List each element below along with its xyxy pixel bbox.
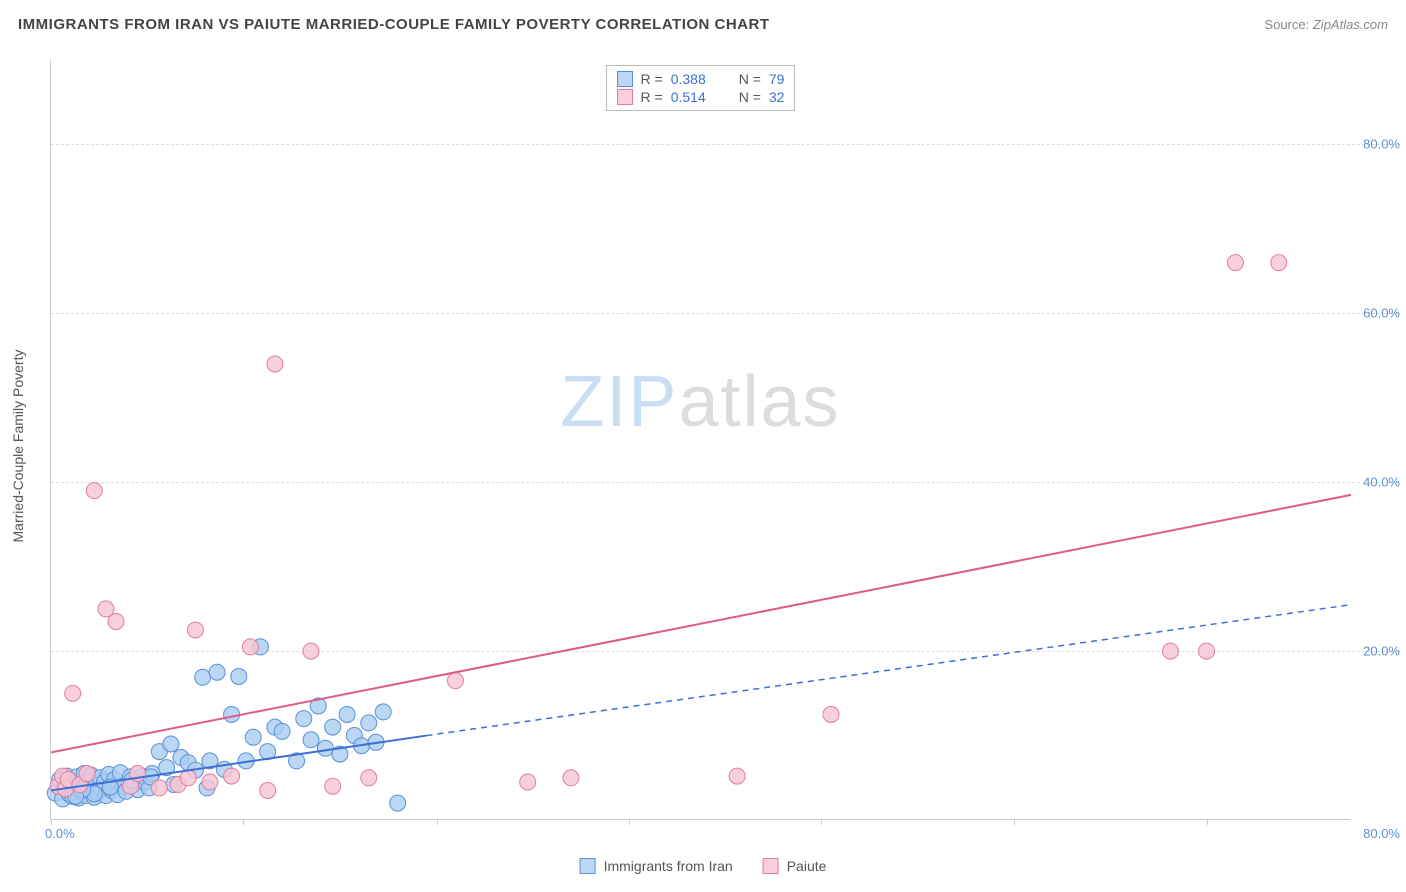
source-value: ZipAtlas.com bbox=[1313, 17, 1388, 32]
scatter-point bbox=[1227, 255, 1243, 271]
n-label: N = bbox=[739, 71, 761, 87]
scatter-point bbox=[361, 715, 377, 731]
scatter-point bbox=[339, 706, 355, 722]
series-label-paiute: Paiute bbox=[787, 858, 827, 874]
x-tick bbox=[437, 819, 438, 825]
y-axis-label: Married-Couple Family Poverty bbox=[10, 350, 26, 543]
scatter-point bbox=[361, 770, 377, 786]
x-tick bbox=[243, 819, 244, 825]
scatter-point bbox=[274, 723, 290, 739]
y-tick-label: 60.0% bbox=[1363, 306, 1400, 321]
chart-title: IMMIGRANTS FROM IRAN VS PAIUTE MARRIED-C… bbox=[18, 16, 770, 33]
trend-line-solid bbox=[51, 495, 1351, 753]
scatter-point bbox=[267, 356, 283, 372]
scatter-point bbox=[79, 766, 95, 782]
scatter-chart-svg bbox=[51, 60, 1350, 819]
trend-line-dashed bbox=[427, 605, 1351, 736]
scatter-point bbox=[65, 685, 81, 701]
legend-swatch-iran bbox=[617, 71, 633, 87]
scatter-point bbox=[447, 673, 463, 689]
scatter-point bbox=[86, 483, 102, 499]
scatter-point bbox=[163, 736, 179, 752]
scatter-point bbox=[195, 669, 211, 685]
r-value-paiute: 0.514 bbox=[671, 89, 721, 105]
x-axis-min-label: 0.0% bbox=[45, 826, 75, 841]
header-row: IMMIGRANTS FROM IRAN VS PAIUTE MARRIED-C… bbox=[18, 16, 1388, 33]
y-tick-label: 20.0% bbox=[1363, 644, 1400, 659]
y-tick-label: 40.0% bbox=[1363, 475, 1400, 490]
scatter-point bbox=[303, 643, 319, 659]
x-tick bbox=[629, 819, 630, 825]
scatter-point bbox=[520, 774, 536, 790]
scatter-point bbox=[375, 704, 391, 720]
r-value-iran: 0.388 bbox=[671, 71, 721, 87]
x-axis-max-label: 80.0% bbox=[1363, 826, 1400, 841]
scatter-point bbox=[823, 706, 839, 722]
scatter-point bbox=[231, 668, 247, 684]
r-label: R = bbox=[641, 89, 663, 105]
scatter-point bbox=[209, 664, 225, 680]
legend-swatch-paiute bbox=[763, 858, 779, 874]
scatter-point bbox=[296, 711, 312, 727]
x-tick bbox=[51, 819, 52, 825]
y-tick-label: 80.0% bbox=[1363, 137, 1400, 152]
correlation-legend-row: R = 0.388 N = 79 bbox=[617, 70, 785, 88]
series-legend-item: Paiute bbox=[763, 858, 827, 874]
plot-area: ZIPatlas 20.0%40.0%60.0%80.0% R = 0.388 … bbox=[50, 60, 1350, 820]
scatter-point bbox=[729, 768, 745, 784]
r-label: R = bbox=[641, 71, 663, 87]
scatter-point bbox=[1271, 255, 1287, 271]
scatter-point bbox=[325, 778, 341, 794]
x-tick bbox=[1014, 819, 1015, 825]
scatter-point bbox=[303, 732, 319, 748]
legend-swatch-iran bbox=[580, 858, 596, 874]
scatter-point bbox=[1199, 643, 1215, 659]
scatter-point bbox=[151, 780, 167, 796]
source-label: Source: bbox=[1264, 17, 1309, 32]
series-legend: Immigrants from Iran Paiute bbox=[580, 858, 827, 874]
scatter-point bbox=[242, 639, 258, 655]
scatter-point bbox=[224, 706, 240, 722]
scatter-point bbox=[108, 614, 124, 630]
series-label-iran: Immigrants from Iran bbox=[604, 858, 733, 874]
n-value-iran: 79 bbox=[769, 71, 785, 87]
x-tick bbox=[821, 819, 822, 825]
scatter-point bbox=[325, 719, 341, 735]
scatter-point bbox=[245, 729, 261, 745]
x-tick bbox=[1207, 819, 1208, 825]
scatter-point bbox=[390, 795, 406, 811]
n-label: N = bbox=[739, 89, 761, 105]
legend-swatch-paiute bbox=[617, 89, 633, 105]
scatter-point bbox=[260, 782, 276, 798]
source-attribution: Source: ZipAtlas.com bbox=[1264, 17, 1388, 32]
scatter-point bbox=[317, 740, 333, 756]
n-value-paiute: 32 bbox=[769, 89, 785, 105]
correlation-legend-row: R = 0.514 N = 32 bbox=[617, 88, 785, 106]
scatter-point bbox=[187, 622, 203, 638]
scatter-point bbox=[563, 770, 579, 786]
scatter-point bbox=[1162, 643, 1178, 659]
scatter-point bbox=[202, 774, 218, 790]
series-legend-item: Immigrants from Iran bbox=[580, 858, 733, 874]
scatter-point bbox=[224, 768, 240, 784]
correlation-legend: R = 0.388 N = 79 R = 0.514 N = 32 bbox=[606, 65, 796, 111]
